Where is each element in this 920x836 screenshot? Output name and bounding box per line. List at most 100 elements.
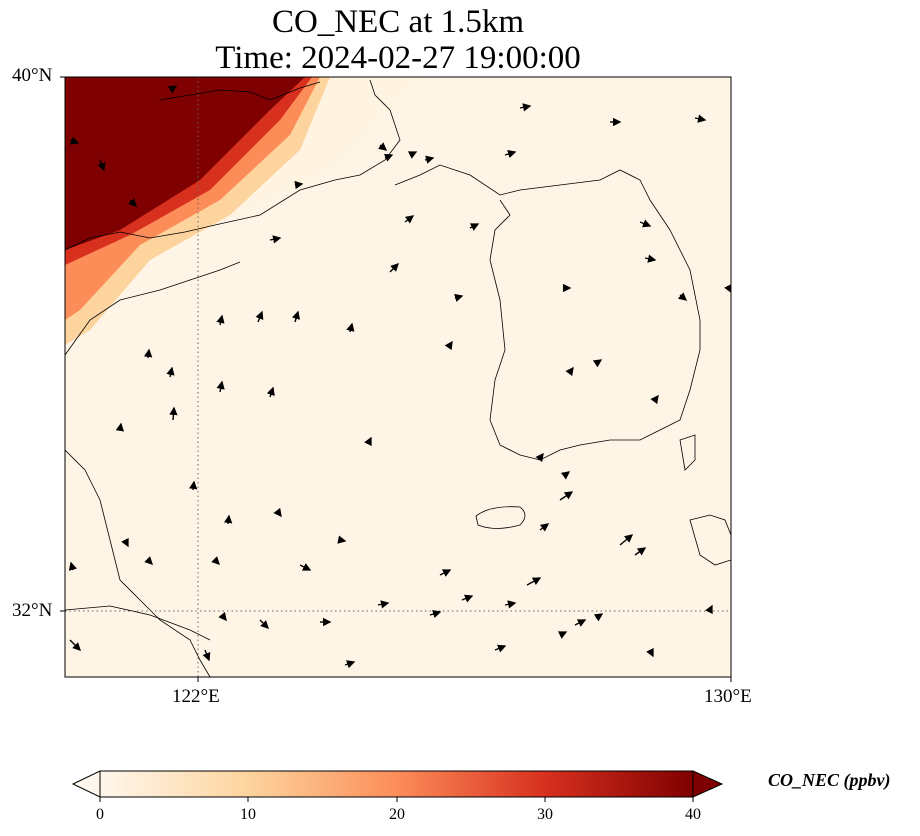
wind-arrow: [128, 198, 137, 207]
wind-arrow: [223, 514, 233, 525]
wind-arrow: [291, 310, 301, 323]
wind-arrow: [646, 647, 654, 658]
wind-arrow: [407, 151, 418, 159]
colorbar-tick-40: 40: [685, 806, 701, 823]
wind-arrow: [560, 471, 571, 480]
coastline-kyushu: [689, 514, 731, 566]
wind-arrow: [166, 366, 175, 378]
colorbar-tick-20: 20: [389, 806, 405, 823]
wind-arrow: [218, 611, 227, 622]
wind-arrow: [519, 103, 532, 112]
coastlines: [65, 79, 731, 677]
wind-arrow: [650, 394, 659, 405]
wind-arrow: [539, 523, 550, 532]
wind-arrow: [97, 159, 106, 172]
wind-arrow: [644, 254, 657, 263]
colorbar: [71, 770, 724, 802]
coastline-liaodong: [65, 79, 401, 251]
wind-arrow: [364, 436, 372, 447]
wind-arrow: [344, 660, 356, 669]
coastline-bohai: [159, 81, 321, 101]
wind-arrow: [677, 292, 688, 301]
wind-arrow: [592, 359, 603, 368]
lon-label-130e: 130°E: [704, 686, 752, 707]
wind-arrow: [68, 561, 77, 571]
wind-arrow: [559, 491, 574, 501]
colorbar-extend-high: [692, 770, 724, 798]
wind-arrow: [439, 569, 452, 577]
wind-arrow: [69, 639, 81, 651]
wind-arrow: [69, 136, 80, 145]
wind-arrow: [494, 644, 507, 653]
wind-arrow: [454, 293, 464, 302]
wind-arrow: [389, 263, 399, 273]
wind-arrow: [634, 547, 647, 556]
axis-ticks: [60, 76, 732, 682]
wind-arrow: [346, 322, 355, 333]
wind-arrow: [115, 422, 124, 432]
wind-arrow: [694, 114, 707, 123]
wind-arrow: [294, 180, 304, 190]
wind-arrow: [444, 340, 453, 351]
gridlines: [65, 77, 731, 677]
colorbar-gradient: [99, 770, 694, 798]
wind-arrow: [255, 310, 264, 323]
coastline-shandong: [65, 261, 241, 356]
wind-arrow: [705, 604, 713, 615]
wind-arrow: [299, 563, 312, 571]
map-plot-area: [65, 77, 731, 677]
wind-arrow: [266, 386, 275, 398]
wind-arrow: [557, 631, 568, 639]
wind-arrow: [143, 348, 153, 359]
colorbar-extend-low: [71, 770, 101, 798]
colorbar-tick-30: 30: [537, 806, 553, 823]
field-low-band: [65, 77, 731, 677]
coastline-jeju: [475, 506, 526, 529]
lat-label-32n: 32°N: [12, 600, 53, 621]
wind-arrow: [574, 619, 587, 627]
lat-label-40n: 40°N: [12, 65, 53, 86]
wind-arrow: [202, 649, 211, 662]
wind-arrow: [216, 380, 225, 393]
colorbar-tick-10: 10: [240, 806, 256, 823]
wind-arrow: [526, 577, 542, 586]
wind-arrow: [337, 535, 347, 544]
wind-arrow: [619, 534, 634, 546]
wind-arrow: [461, 594, 474, 603]
wind-arrow: [639, 219, 652, 228]
colorbar-label: CO_NEC (ppbv): [768, 770, 891, 790]
wind-arrow: [211, 556, 220, 565]
coastline-jiangsu: [65, 449, 211, 677]
wind-arrow: [404, 215, 415, 224]
wind-arrow: [383, 153, 394, 162]
wind-arrow: [273, 507, 282, 518]
coastline-yangtze: [65, 605, 211, 641]
plume-core: [65, 77, 305, 250]
wind-arrow: [377, 142, 388, 151]
wind-arrow: [469, 223, 480, 231]
wind-arrow: [535, 452, 544, 463]
map-title-line1: CO_NEC at 1.5km: [271, 4, 525, 40]
wind-arrow: [169, 406, 178, 421]
wind-arrow: [259, 619, 269, 629]
colorbar-tick-0: 0: [96, 806, 104, 823]
wind-arrow: [167, 85, 178, 94]
wind-arrow: [121, 537, 129, 548]
wind-arrow: [144, 556, 153, 565]
wind-arrow: [565, 366, 574, 377]
wind-arrow: [429, 609, 442, 619]
wind-arrow: [593, 613, 604, 622]
map-frame: [64, 76, 732, 678]
wind-vectors: [68, 85, 731, 669]
wind-arrow: [424, 155, 435, 164]
wind-arrow: [504, 149, 517, 159]
map-title-line2: Time: 2024-02-27 19:00:00: [215, 40, 581, 76]
wind-arrow: [216, 314, 225, 326]
lon-label-122e: 122°E: [172, 686, 220, 707]
wind-arrow: [504, 600, 517, 609]
wind-arrow: [377, 600, 390, 609]
wind-arrow: [188, 480, 198, 491]
coastline-tsushima: [679, 434, 696, 471]
coastline-korea: [394, 164, 701, 461]
